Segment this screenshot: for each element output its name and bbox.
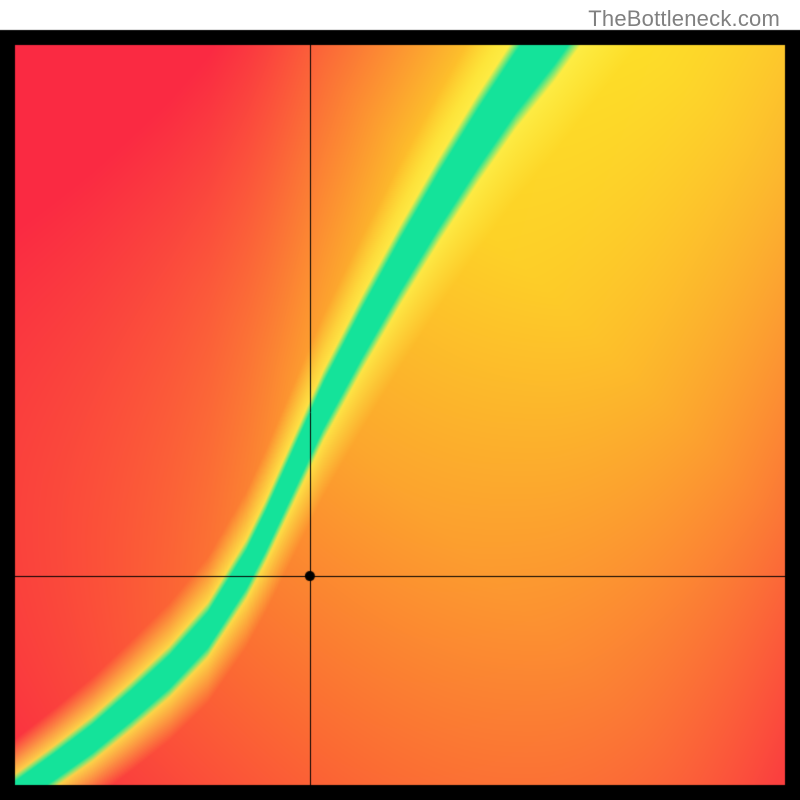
watermark-text: TheBottleneck.com <box>588 6 780 32</box>
bottleneck-heatmap <box>0 0 800 800</box>
